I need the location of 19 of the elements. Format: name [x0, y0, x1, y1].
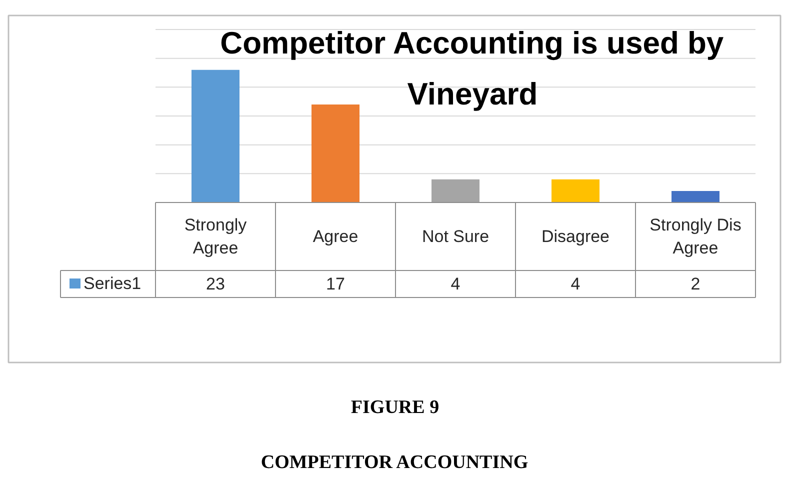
data-label: 17 — [326, 274, 345, 294]
bar — [312, 104, 360, 202]
x-tick-label: Strongly Agree — [184, 216, 248, 258]
x-tick-label: Not Sure — [422, 227, 490, 246]
bar — [432, 179, 480, 202]
legend-label: Series1 — [84, 274, 142, 293]
bar — [192, 70, 240, 202]
data-label: 4 — [450, 274, 460, 294]
caption: FIGURE 9 — [350, 397, 440, 418]
text: Competitor Accounting is used by Vineyard — [220, 26, 724, 112]
x-tick-label: Strongly Dis Agree — [650, 216, 742, 258]
data-label: 23 — [206, 274, 225, 294]
x-tick-label: Disagree — [541, 227, 610, 246]
bar — [552, 179, 600, 202]
x-tick-label: Agree — [312, 227, 358, 246]
bar — [672, 190, 720, 202]
text: COMPETITOR ACCOUNTING — [260, 452, 528, 473]
data-label: 4 — [570, 274, 580, 294]
data-label: 2 — [690, 274, 700, 294]
